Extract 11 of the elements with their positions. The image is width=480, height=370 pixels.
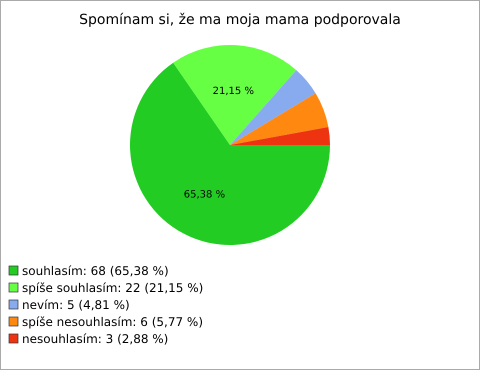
legend-label: nesouhlasím: 3 (2,88 %) <box>22 332 168 346</box>
data-label: 65,38 % <box>184 190 226 201</box>
legend-label: spíše nesouhlasím: 6 (5,77 %) <box>22 315 204 329</box>
legend-label: nevím: 5 (4,81 %) <box>22 298 130 312</box>
legend-label: spíše souhlasím: 22 (21,15 %) <box>22 281 204 295</box>
data-label: 21,15 % <box>212 86 254 98</box>
legend-label: souhlasím: 68 (65,38 %) <box>22 264 169 278</box>
pie-slice <box>230 127 330 145</box>
pie-slice <box>173 45 296 145</box>
pie-slice <box>130 62 330 245</box>
chart-title: Spomínam si, že ma moja mama podporovala <box>79 12 401 28</box>
